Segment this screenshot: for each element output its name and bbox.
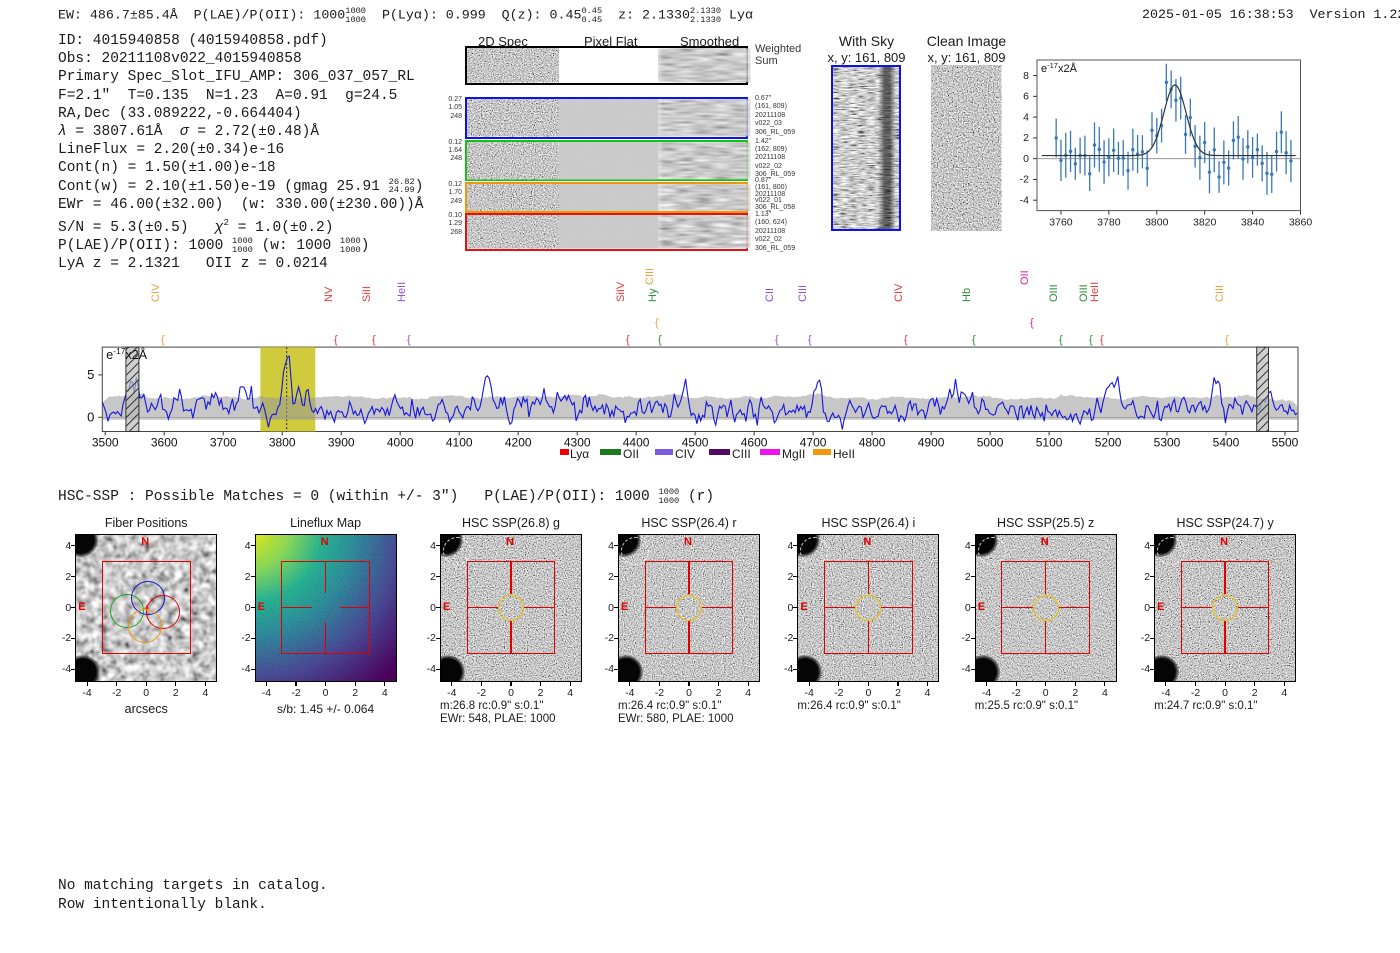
svg-text:5300: 5300: [1154, 436, 1181, 450]
svg-text:3600: 3600: [151, 436, 178, 450]
svg-text:4800: 4800: [859, 436, 886, 450]
svg-text:4500: 4500: [682, 436, 709, 450]
svg-text:0: 0: [87, 409, 94, 424]
svg-text:4100: 4100: [446, 436, 473, 450]
svg-text:4600: 4600: [741, 436, 768, 450]
svg-text:3500: 3500: [92, 436, 119, 450]
svg-text:5: 5: [87, 367, 94, 382]
svg-text:3700: 3700: [210, 436, 237, 450]
svg-text:4400: 4400: [623, 436, 650, 450]
svg-text:4200: 4200: [505, 436, 532, 450]
svg-text:5100: 5100: [1036, 436, 1063, 450]
svg-text:5000: 5000: [977, 436, 1004, 450]
svg-text:5200: 5200: [1095, 436, 1122, 450]
svg-text:4300: 4300: [564, 436, 591, 450]
svg-text:e-17x2Å: e-17x2Å: [106, 346, 147, 362]
svg-text:4900: 4900: [918, 436, 945, 450]
svg-text:5500: 5500: [1272, 436, 1299, 450]
svg-text:4000: 4000: [387, 436, 414, 450]
svg-text:4700: 4700: [800, 436, 827, 450]
svg-text:3800: 3800: [269, 436, 296, 450]
svg-text:3900: 3900: [328, 436, 355, 450]
svg-text:5400: 5400: [1213, 436, 1240, 450]
